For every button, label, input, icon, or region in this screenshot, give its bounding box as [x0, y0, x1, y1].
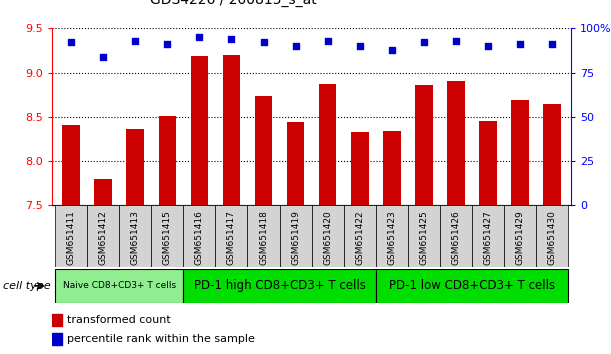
Bar: [87, 205, 119, 267]
Text: GSM651415: GSM651415: [163, 210, 172, 265]
Text: percentile rank within the sample: percentile rank within the sample: [67, 335, 255, 344]
Bar: [158, 116, 176, 205]
Text: GSM651412: GSM651412: [99, 210, 108, 265]
Bar: [511, 100, 529, 205]
Bar: [52, 333, 62, 346]
Text: GSM651423: GSM651423: [387, 210, 397, 265]
Bar: [447, 81, 465, 205]
Text: PD-1 high CD8+CD3+ T cells: PD-1 high CD8+CD3+ T cells: [194, 279, 365, 292]
Bar: [255, 96, 273, 205]
Bar: [343, 205, 376, 267]
Point: [227, 36, 236, 42]
Text: GSM651417: GSM651417: [227, 210, 236, 265]
Point: [483, 43, 493, 49]
Point: [419, 40, 429, 45]
Point: [98, 54, 108, 59]
Text: GSM651420: GSM651420: [323, 210, 332, 265]
Text: Naive CD8+CD3+ T cells: Naive CD8+CD3+ T cells: [63, 281, 176, 290]
Text: cell type: cell type: [3, 281, 51, 291]
Bar: [183, 269, 376, 303]
Bar: [319, 84, 337, 205]
Bar: [55, 205, 87, 267]
Point: [323, 38, 332, 44]
Text: GSM651422: GSM651422: [355, 210, 364, 265]
Bar: [95, 179, 112, 205]
Text: GSM651418: GSM651418: [259, 210, 268, 265]
Bar: [543, 103, 561, 205]
Bar: [55, 269, 183, 303]
Text: GSM651425: GSM651425: [419, 210, 428, 265]
Bar: [376, 205, 408, 267]
Point: [130, 38, 140, 44]
Point: [291, 43, 301, 49]
Bar: [287, 122, 304, 205]
Bar: [126, 129, 144, 205]
Text: PD-1 low CD8+CD3+ T cells: PD-1 low CD8+CD3+ T cells: [389, 279, 555, 292]
Point: [163, 41, 172, 47]
Text: GSM651430: GSM651430: [547, 210, 557, 265]
Text: GSM651426: GSM651426: [452, 210, 460, 265]
Point: [66, 40, 76, 45]
Bar: [504, 205, 536, 267]
Bar: [152, 205, 183, 267]
Bar: [376, 269, 568, 303]
Point: [194, 34, 204, 40]
Bar: [383, 131, 401, 205]
Bar: [408, 205, 440, 267]
Bar: [191, 56, 208, 205]
Bar: [52, 314, 62, 326]
Point: [515, 41, 525, 47]
Text: GDS4226 / 200815_s_at: GDS4226 / 200815_s_at: [150, 0, 317, 7]
Bar: [536, 205, 568, 267]
Point: [258, 40, 268, 45]
Point: [547, 41, 557, 47]
Bar: [216, 205, 247, 267]
Bar: [472, 205, 504, 267]
Text: GSM651429: GSM651429: [516, 210, 524, 265]
Bar: [183, 205, 216, 267]
Bar: [440, 205, 472, 267]
Bar: [280, 205, 312, 267]
Text: transformed count: transformed count: [67, 315, 171, 325]
Text: GSM651419: GSM651419: [291, 210, 300, 265]
Point: [355, 43, 365, 49]
Bar: [415, 85, 433, 205]
Bar: [351, 132, 368, 205]
Bar: [222, 55, 240, 205]
Text: GSM651427: GSM651427: [483, 210, 492, 265]
Bar: [479, 121, 497, 205]
Bar: [119, 205, 152, 267]
Point: [451, 38, 461, 44]
Point: [387, 47, 397, 52]
Bar: [62, 125, 80, 205]
Bar: [247, 205, 280, 267]
Text: GSM651411: GSM651411: [67, 210, 76, 265]
Text: GSM651413: GSM651413: [131, 210, 140, 265]
Bar: [312, 205, 343, 267]
Text: GSM651416: GSM651416: [195, 210, 204, 265]
